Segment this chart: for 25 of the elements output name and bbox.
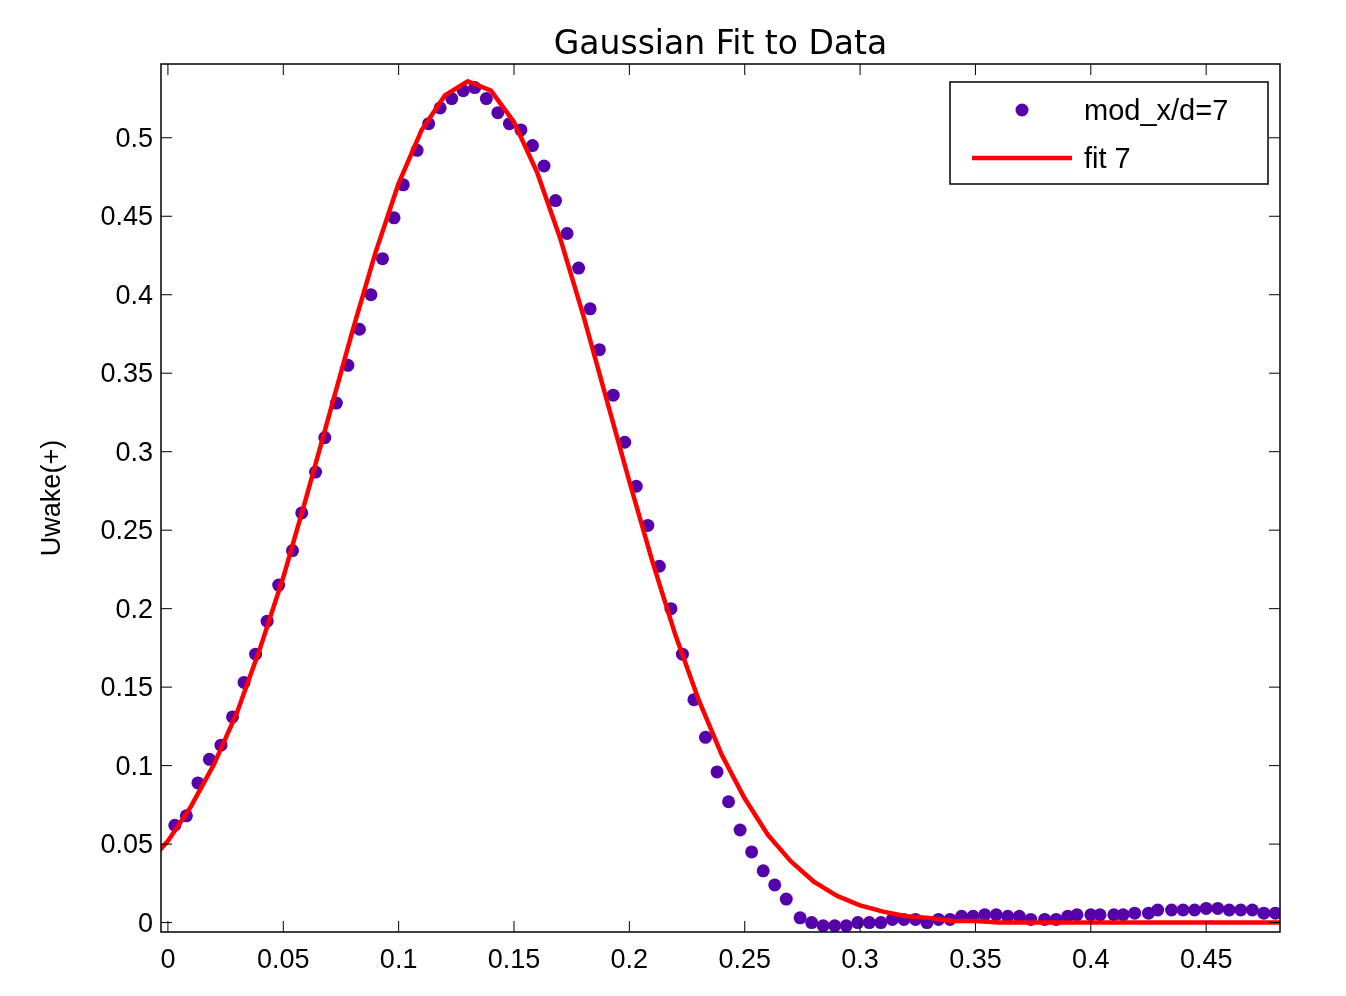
legend-label: mod_x/d=7 xyxy=(1084,94,1229,126)
x-tick-label: 0.4 xyxy=(1072,944,1110,974)
y-tick-label: 0.2 xyxy=(115,593,153,624)
x-tick-label: 0.15 xyxy=(487,944,541,974)
y-tick-label: 0.4 xyxy=(115,279,153,310)
y-axis-title: Uwake(+) xyxy=(36,439,66,557)
y-tick-label: 0.15 xyxy=(100,672,153,703)
y-tick-label: 0.45 xyxy=(100,201,153,232)
y-tick-label: 0.25 xyxy=(100,515,153,546)
x-tick-label: 0.05 xyxy=(257,944,310,974)
x-tick-label: 0.45 xyxy=(1179,944,1233,974)
y-tick-label: 0.05 xyxy=(100,829,153,860)
y-tick-label: 0.35 xyxy=(100,358,153,389)
y-tick-label: 0 xyxy=(137,907,153,938)
y-tick-label: 0.1 xyxy=(115,750,153,781)
legend-label: fit 7 xyxy=(1084,142,1131,174)
x-tick-label: 0 xyxy=(160,944,176,974)
x-tick-label: 0.1 xyxy=(379,944,418,974)
chart-title: Gaussian Fit to Data xyxy=(553,23,888,62)
x-tick-label: 0.25 xyxy=(718,944,772,974)
y-tick-label: 0.3 xyxy=(115,436,153,467)
x-tick-label: 0.2 xyxy=(610,944,649,974)
y-tick-label: 0.5 xyxy=(115,122,153,153)
x-tick-label: 0.3 xyxy=(841,944,879,974)
x-tick-label: 0.35 xyxy=(949,944,1002,974)
